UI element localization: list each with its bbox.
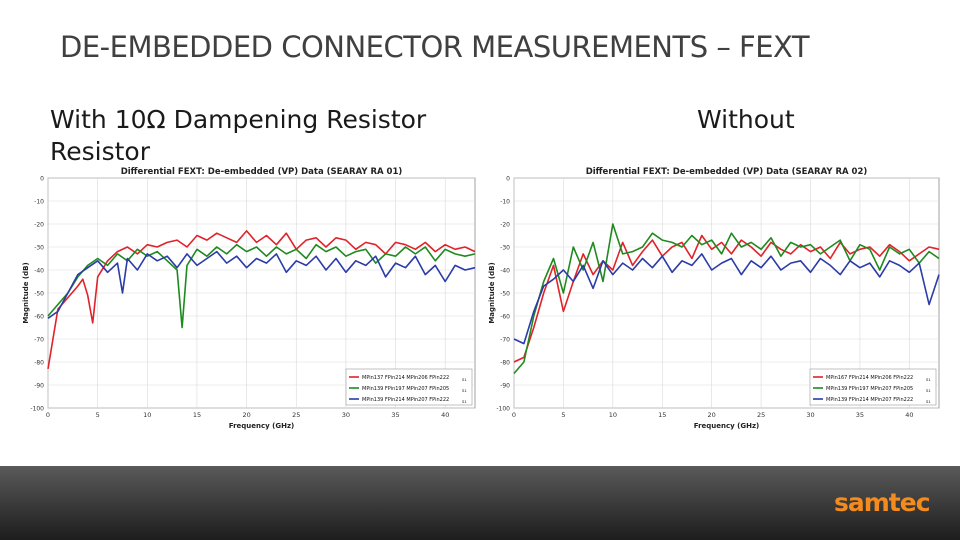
x-tick-label: 5 [96, 411, 100, 419]
x-tick-label: 40 [441, 411, 449, 419]
chart-left-svg: Differential FEXT: De-embedded (VP) Data… [22, 167, 476, 430]
y-tick-label: -100 [496, 406, 510, 413]
x-tick-label: 40 [905, 411, 913, 419]
samtec-logo: samtec [834, 488, 931, 519]
y-tick-label: -40 [34, 268, 44, 275]
x-tick-label: 35 [391, 411, 399, 419]
y-tick-label: -30 [34, 245, 44, 252]
chart-right: Differential FEXT: De-embedded (VP) Data… [484, 163, 944, 438]
x-tick-label: 25 [757, 411, 765, 419]
legend-entry: MPin139 FPin214 MPin207 FPin222 [826, 397, 913, 403]
legend-entry: MPin139 FPin197 MPin207 FPin205 [362, 386, 449, 392]
x-tick-label: 10 [609, 411, 617, 419]
y-tick-label: 0 [506, 176, 510, 183]
series-line-2 [513, 223, 940, 375]
x-tick-label: 20 [708, 411, 716, 419]
y-tick-label: -90 [34, 383, 44, 390]
chart-right-svg: Differential FEXT: De-embedded (VP) Data… [488, 167, 940, 430]
legend-box [345, 368, 473, 406]
y-axis-label: Magnitude (dB) [22, 262, 30, 323]
legend-entry-suffix: S1 [926, 377, 931, 382]
legend-entry-suffix: S1 [462, 388, 467, 393]
y-tick-label: -80 [34, 360, 44, 367]
y-tick-label: -70 [34, 337, 44, 344]
right-subtitle: Without [697, 105, 795, 134]
legend-entry: MPin139 FPin214 MPin207 FPin222 [362, 397, 449, 403]
y-tick-label: 0 [40, 176, 44, 183]
y-tick-label: -20 [34, 222, 44, 229]
chart-left: Differential FEXT: De-embedded (VP) Data… [18, 163, 480, 438]
series-line-3 [47, 250, 476, 319]
x-tick-label: 25 [292, 411, 300, 419]
legend-entry: MPin139 FPin197 MPin207 FPin205 [826, 386, 913, 392]
legend-entry: MPin167 FPin214 MPin206 FPin222 [826, 375, 913, 381]
legend-entry-suffix: S1 [462, 399, 467, 404]
x-tick-label: 15 [193, 411, 201, 419]
chart-title: Differential FEXT: De-embedded (VP) Data… [121, 167, 403, 177]
legend-entry-suffix: S1 [926, 399, 931, 404]
x-axis-label: Frequency (GHz) [229, 422, 295, 430]
y-tick-label: -100 [30, 406, 44, 413]
chart-title: Differential FEXT: De-embedded (VP) Data… [586, 167, 868, 177]
x-axis-label: Frequency (GHz) [694, 422, 760, 430]
y-axis-label: Magnitude (dB) [488, 262, 496, 323]
legend-entry-suffix: S1 [462, 377, 467, 382]
x-tick-label: 30 [342, 411, 350, 419]
series-line-2 [47, 243, 476, 329]
y-tick-label: -60 [34, 314, 44, 321]
y-tick-label: -10 [500, 199, 510, 206]
logo-text: samtec [834, 488, 931, 517]
y-tick-label: -90 [500, 383, 510, 390]
x-tick-label: 0 [46, 411, 50, 419]
y-tick-label: -50 [34, 291, 44, 298]
x-tick-label: 10 [143, 411, 151, 419]
legend: MPin137 FPin214 MPin206 FPin222 S1 MPin139… [345, 368, 473, 406]
legend: MPin167 FPin214 MPin206 FPin222 S1 MPin139… [809, 368, 937, 406]
legend-box [809, 368, 937, 406]
y-tick-label: -10 [34, 199, 44, 206]
footer-bar [0, 466, 960, 540]
y-tick-label: -40 [500, 268, 510, 275]
slide-title: DE-EMBEDDED CONNECTOR MEASUREMENTS – FEX… [60, 30, 810, 64]
series-line-1 [47, 230, 476, 370]
x-tick-label: 20 [242, 411, 250, 419]
y-tick-label: -20 [500, 222, 510, 229]
x-tick-label: 0 [512, 411, 516, 419]
y-tick-label: -70 [500, 337, 510, 344]
series-line-1 [513, 234, 940, 363]
series-line-3 [513, 253, 940, 345]
y-tick-label: -60 [500, 314, 510, 321]
left-subtitle: With 10Ω Dampening Resistor Resistor [50, 105, 427, 166]
y-tick-label: -50 [500, 291, 510, 298]
legend-entry: MPin137 FPin214 MPin206 FPin222 [362, 375, 449, 381]
x-tick-label: 5 [561, 411, 565, 419]
x-tick-label: 35 [856, 411, 864, 419]
y-tick-label: -80 [500, 360, 510, 367]
x-tick-label: 30 [806, 411, 814, 419]
x-tick-label: 15 [658, 411, 666, 419]
legend-entry-suffix: S1 [926, 388, 931, 393]
y-tick-label: -30 [500, 245, 510, 252]
